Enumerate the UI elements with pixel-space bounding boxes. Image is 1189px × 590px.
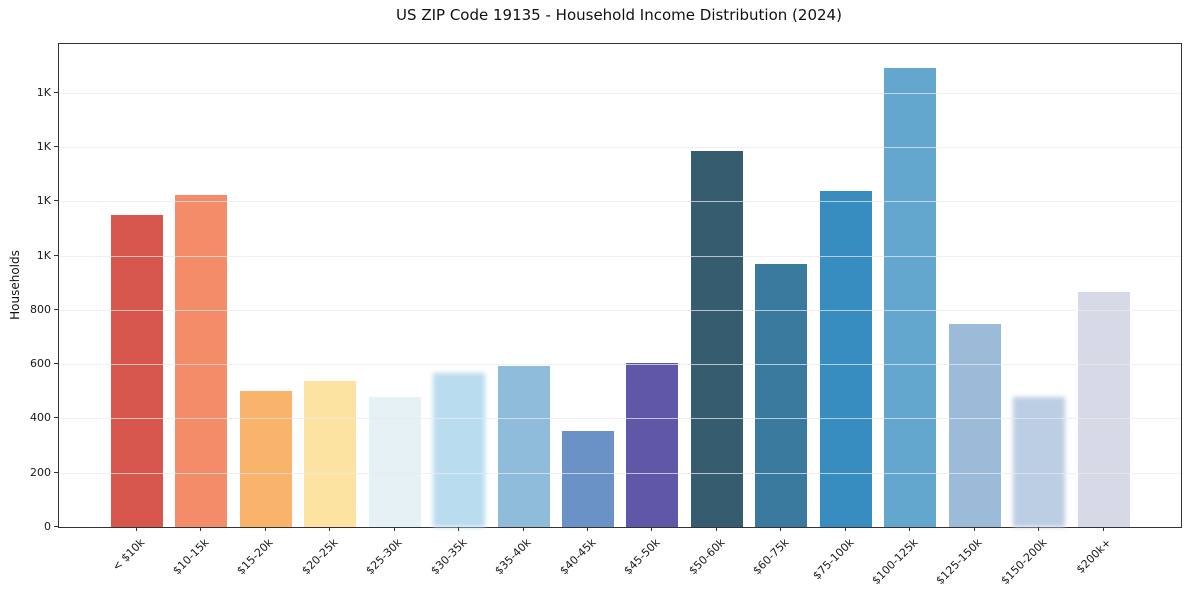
x-tick [715,527,717,531]
plot-area [58,43,1182,528]
x-tick-label-text: $100-125k [869,536,921,588]
x-tick-label-text: $125-150k [933,536,985,588]
x-tick-label-text: $30-35k [427,536,470,578]
x-tick-label-text: $35-40k [492,536,534,578]
y-tick-label: 200 [30,465,51,479]
bar-$40-45k [561,430,614,527]
bar-$45-50k [626,362,679,527]
grid-line [59,309,1181,311]
x-tick-label-text: $40-45k [556,536,599,578]
bar-$100-125k [884,68,937,527]
y-tick-label: 1K [36,248,51,262]
bar-$75-100k [819,190,872,527]
x-tick [135,527,137,531]
x-tick [393,527,395,531]
x-tick-label-text: $75-100k [809,536,857,583]
y-tick [54,91,58,93]
bar-$10-15k [175,194,228,527]
grid-line [59,147,1181,149]
bar-$15-20k [239,391,292,527]
y-axis-label: Households [8,250,22,320]
x-tick-label-text: < $10k [109,536,147,574]
x-tick-label-text: $150-200k [998,536,1050,588]
y-tick [54,417,58,419]
x-tick [458,527,460,531]
bar-$25-30k [368,397,421,527]
y-tick-label: 400 [30,411,51,425]
x-tick-label-text: $200k+ [1073,536,1114,577]
bar-$30-35k [433,372,486,527]
x-tick [329,527,331,531]
x-tick [973,527,975,531]
x-tick [844,527,846,531]
x-tick [200,527,202,531]
x-tick-label-text: $15-20k [234,536,276,578]
y-tick-label: 0 [44,520,51,533]
y-tick-label: 1K [36,194,51,208]
x-tick-label-text: $25-30k [363,536,405,578]
bar-$50-60k [690,151,743,527]
bar-$60-75k [755,263,808,527]
y-tick-label: 600 [30,357,51,371]
y-tick-label: 1K [36,140,51,154]
x-tick-label-text: $10-15k [170,536,212,578]
bar-$150-200k [1013,397,1066,527]
bar-$200k+ [1077,292,1130,527]
y-tick [54,363,58,365]
y-tick [54,254,58,256]
x-tick-label-text: $50-60k [685,536,728,578]
bar-< $10k [110,214,163,527]
y-tick [54,471,58,473]
y-tick [54,146,58,148]
y-tick [54,200,58,202]
x-tick [651,527,653,531]
grid-line [59,92,1181,94]
x-tick [264,527,266,531]
x-tick [522,527,524,531]
x-tick-label-text: $20-25k [299,536,341,578]
bar-$20-25k [304,381,357,527]
x-tick [780,527,782,531]
x-tick-label-text: $60-75k [750,536,792,578]
y-tick-label: 1K [36,85,51,99]
bar-$125-150k [948,323,1001,527]
y-tick [54,308,58,310]
grid-line [59,364,1181,366]
y-tick [54,526,58,527]
grid-line [59,255,1181,257]
grid-line [59,201,1181,203]
chart-title: US ZIP Code 19135 - Household Income Dis… [396,6,842,24]
x-tick [1038,527,1040,531]
x-tick [586,527,588,531]
y-tick-label: 800 [30,302,51,316]
x-tick-label-text: $45-50k [621,536,663,578]
x-tick [909,527,911,531]
x-tick [1102,527,1104,531]
bar-$35-40k [497,365,550,527]
